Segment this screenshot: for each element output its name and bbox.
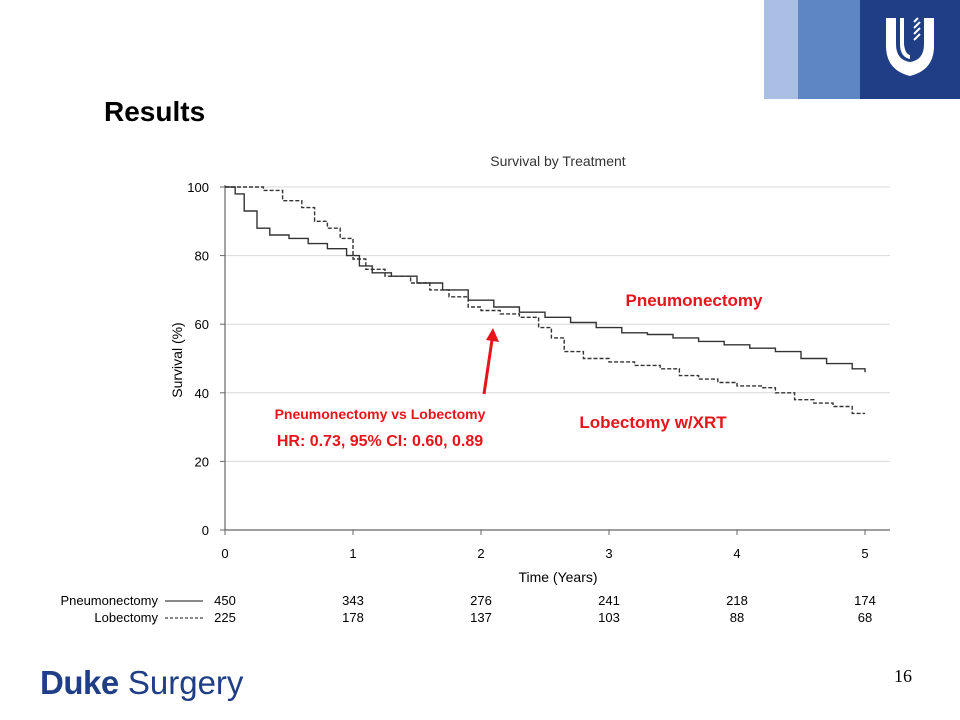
risk-table-cell: 68 [858, 610, 872, 625]
slide-title: Results [104, 96, 206, 127]
annotation-arrow-shaft [482, 339, 494, 395]
risk-table-cell: 218 [726, 593, 748, 608]
risk-table-cell: 137 [470, 610, 492, 625]
y-tick-label: 100 [187, 180, 209, 195]
risk-table-cell: 88 [730, 610, 744, 625]
y-tick-label: 0 [202, 523, 209, 538]
header-color-bar-mid [798, 0, 860, 99]
x-tick-label: 2 [477, 546, 484, 561]
duke-shield-logo-icon [886, 17, 934, 76]
y-tick-label: 40 [195, 386, 209, 401]
annotation-arrow-head [486, 328, 499, 342]
x-tick-label: 0 [221, 546, 228, 561]
x-tick-label: 3 [605, 546, 612, 561]
y-tick-label: 80 [195, 249, 209, 264]
y-tick-label: 20 [195, 454, 209, 469]
header-color-bar-dark [860, 0, 960, 99]
pneumonectomy-annotation: Pneumonectomy [626, 291, 764, 310]
risk-table-row-label: Pneumonectomy [60, 593, 158, 608]
risk-table-cell: 178 [342, 610, 364, 625]
logo-duke-text: Duke [40, 664, 119, 701]
x-axis-label: Time (Years) [518, 569, 597, 585]
x-tick-label: 5 [861, 546, 868, 561]
lobectomy-annotation: Lobectomy w/XRT [579, 413, 727, 432]
risk-table-cell: 450 [214, 593, 236, 608]
x-tick-label: 4 [733, 546, 740, 561]
comparison-annotation: Pneumonectomy vs Lobectomy [275, 406, 486, 422]
header-color-bar-light [764, 0, 798, 99]
risk-table-cell: 343 [342, 593, 364, 608]
risk-table-cell: 241 [598, 593, 620, 608]
hazard-ratio-annotation: HR: 0.73, 95% CI: 0.60, 0.89 [277, 433, 483, 450]
duke-surgery-logo: Duke Surgery [40, 664, 243, 702]
series-line-pneumonectomy [225, 186, 866, 373]
risk-table-row-label: Lobectomy [94, 610, 158, 625]
risk-table-cell: 103 [598, 610, 620, 625]
y-tick-label: 60 [195, 317, 209, 332]
x-tick-label: 1 [349, 546, 356, 561]
survival-chart: Survival by Treatment 0 20 40 60 80 100 0 1 2 3 4 5 T… [60, 153, 890, 625]
risk-table-cell: 276 [470, 593, 492, 608]
page-number: 16 [894, 666, 912, 686]
risk-table-cell: 225 [214, 610, 236, 625]
chart-title: Survival by Treatment [490, 153, 625, 169]
risk-table-cell: 174 [854, 593, 876, 608]
series-line-lobectomy [225, 186, 865, 415]
logo-surgery-text: Surgery [127, 664, 244, 701]
y-axis-label: Survival (%) [169, 322, 185, 397]
